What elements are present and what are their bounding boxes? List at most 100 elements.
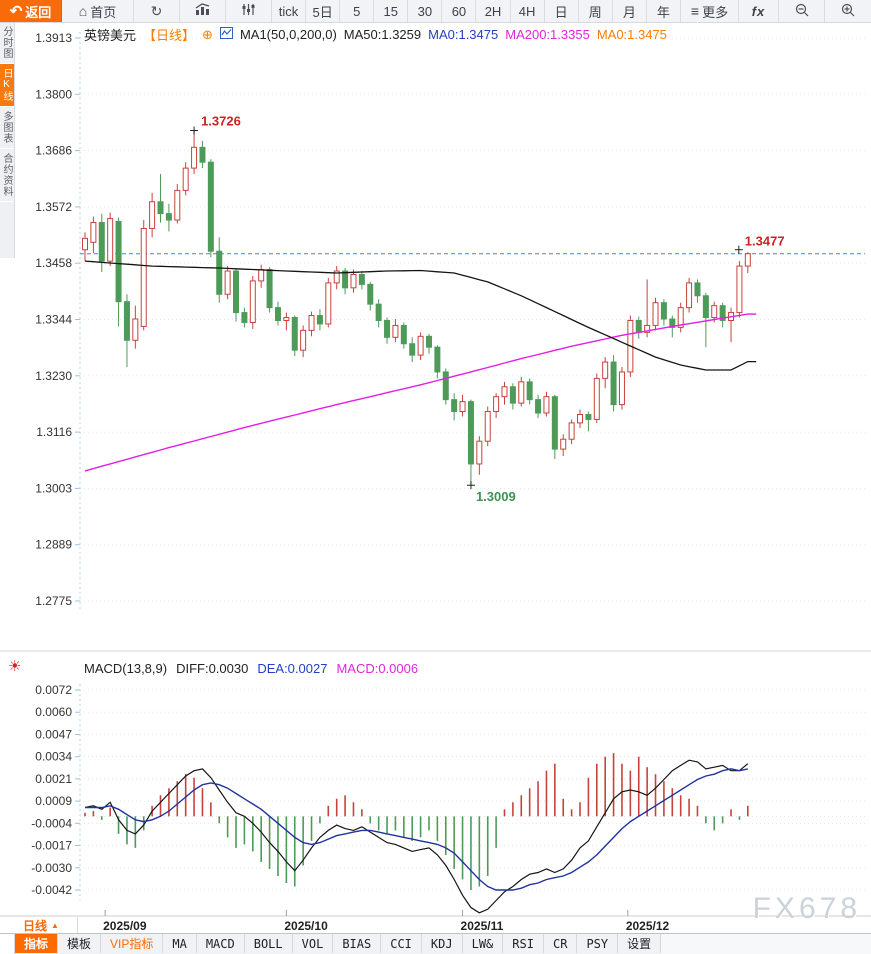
tab-bias[interactable]: BIAS — [333, 934, 382, 953]
y-axis-label: 1.3003 — [35, 481, 72, 495]
fx-indicator-button[interactable]: fx — [739, 0, 779, 22]
price-annotations: 1.3726 1.3009 1.3477 — [190, 114, 785, 504]
tf-button-60[interactable]: 60 — [442, 0, 477, 22]
macd-y-axis-label: -0.0017 — [31, 839, 72, 853]
sliders-icon — [241, 3, 256, 19]
x-axis-month-label: 2025/09 — [103, 919, 147, 933]
tf-button-30[interactable]: 30 — [408, 0, 443, 22]
macd-y-axis-label: 0.0060 — [35, 705, 72, 719]
tf-button-week[interactable]: 周 — [578, 0, 613, 22]
tf-button-5d[interactable]: 5日 — [306, 0, 341, 22]
y-axis-label: 1.3913 — [35, 31, 72, 45]
y-axis-label: 1.3230 — [35, 369, 72, 383]
refresh-icon: ↻ — [150, 3, 163, 19]
macd-name: MACD(13,8,9) — [84, 661, 168, 676]
refresh-button[interactable]: ↻ — [134, 0, 180, 22]
tab-moban[interactable]: 模板 — [58, 934, 102, 953]
zoom-out-button[interactable] — [779, 0, 825, 22]
ma200-value: MA200:1.3355 — [505, 27, 590, 42]
home-label: 首页 — [90, 4, 117, 20]
last-price-label: 1.3477 — [745, 234, 785, 249]
sun-icon[interactable]: ☀ — [8, 658, 22, 675]
tf-button-month[interactable]: 月 — [612, 0, 647, 22]
add-compare-icon[interactable]: ⊕ — [202, 27, 213, 42]
macd-y-axis-label: -0.0030 — [31, 861, 72, 875]
period-tag: 【日线】 — [143, 28, 196, 43]
back-label: 返回 — [25, 4, 52, 20]
home-button[interactable]: ⌂ 首页 — [62, 0, 134, 22]
main-grid: 1.3913 1.3800 1.3686 1.3572 1.3458 1.3344 1.32… — [35, 31, 865, 611]
tab-kdj[interactable]: KDJ — [422, 934, 463, 953]
y-axis-label: 1.3800 — [35, 87, 72, 101]
sidebar-item-fenshitu[interactable]: 分时图 — [0, 22, 14, 64]
tab-zhibiao[interactable]: 指标 — [15, 934, 59, 953]
more-button[interactable]: ≡ 更多 — [681, 0, 739, 22]
period-selector[interactable]: 日线 ▲ — [14, 917, 78, 934]
trend-chart-button[interactable] — [180, 0, 226, 22]
tab-ma[interactable]: MA — [163, 934, 197, 953]
chart-title-bar: 英镑美元 【日线】 ⊕ MA1(50,0,200,0) MA50:1.3259 … — [84, 25, 667, 44]
bottom-tab-bar: 指标 模板 VIP指标 MA MACD BOLL VOL BIAS CCI KDJ LW& RSI CR… — [0, 933, 871, 954]
tab-boll[interactable]: BOLL — [245, 934, 293, 953]
sidebar-item-duotubiao[interactable]: 多图表 — [0, 107, 14, 149]
tab-cci[interactable]: CCI — [381, 934, 422, 953]
x-axis-month-label: 2025/11 — [461, 919, 504, 933]
home-icon: ⌂ — [78, 3, 88, 19]
macd-y-axis-label: -0.0004 — [31, 816, 72, 830]
ma0-value-blue: MA0:1.3475 — [428, 27, 499, 42]
macd-dea-value: DEA:0.0027 — [257, 661, 328, 676]
macd-diff-line — [84, 759, 749, 914]
macd-diff-value: DIFF:0.0030 — [176, 661, 249, 676]
tab-psy[interactable]: PSY — [577, 934, 619, 953]
left-sidebar: 分时图 日K线 多图表 合约资料 — [0, 22, 15, 258]
tf-button-2h[interactable]: 2H — [476, 0, 511, 22]
macd-y-axis-label: 0.0009 — [35, 794, 72, 808]
zoom-out-icon — [795, 3, 809, 20]
macd-dea-line — [85, 768, 748, 891]
symbol-name: 英镑美元 — [84, 28, 137, 43]
watermark: FX678 — [752, 892, 861, 925]
tf-button-day[interactable]: 日 — [544, 0, 579, 22]
macd-macd-value: MACD:0.0006 — [336, 661, 419, 676]
tab-macd[interactable]: MACD — [197, 934, 245, 953]
back-button[interactable]: ↶ 返回 — [0, 0, 62, 22]
tf-button-year[interactable]: 年 — [646, 0, 681, 22]
y-axis-label: 1.3344 — [35, 313, 72, 327]
tf-button-15[interactable]: 15 — [374, 0, 409, 22]
y-axis-label: 1.3686 — [35, 144, 72, 158]
tab-cr[interactable]: CR — [544, 934, 578, 953]
y-axis-label: 1.3116 — [36, 425, 72, 439]
tab-vol[interactable]: VOL — [293, 934, 334, 953]
tab-vip-zhibiao[interactable]: VIP指标 — [101, 934, 164, 953]
zoom-in-icon — [841, 3, 855, 20]
ma50-value: MA50:1.3259 — [343, 27, 422, 42]
macd-y-axis-label: -0.0042 — [31, 883, 72, 897]
indicator-sliders-button[interactable] — [226, 0, 272, 22]
indicator-badge-icon[interactable] — [219, 27, 233, 42]
tab-lw[interactable]: LW& — [463, 934, 504, 953]
zoom-in-button[interactable] — [825, 0, 871, 22]
timeframe-group: tick 5日 5 15 30 60 2H 4H 日周月年 — [272, 0, 681, 22]
macd-header: MACD(13,8,9) DIFF:0.0030 DEA:0.0027 MACD… — [84, 661, 418, 676]
period-selector-label: 日线 — [23, 919, 48, 933]
tabbar-filler — [661, 934, 871, 954]
chevron-up-icon: ▲ — [51, 921, 59, 930]
tab-rsi[interactable]: RSI — [503, 934, 544, 953]
sidebar-item-heyueziliao[interactable]: 合约资料 — [0, 149, 14, 202]
macd-y-axis-label: 0.0072 — [35, 683, 72, 697]
tf-button-tick[interactable]: tick — [272, 0, 307, 22]
ma50-line — [84, 260, 757, 371]
macd-y-axis-label: 0.0047 — [35, 727, 72, 741]
tf-button-5[interactable]: 5 — [340, 0, 375, 22]
sidebar-item-rikxian[interactable]: 日K线 — [0, 64, 14, 107]
macd-histogram — [84, 753, 749, 890]
y-axis-label: 1.3572 — [35, 200, 72, 214]
low-price-label: 1.3009 — [476, 489, 516, 504]
tab-shezhi[interactable]: 设置 — [618, 934, 662, 953]
y-axis-label: 1.2889 — [35, 538, 72, 552]
fx-icon: fx — [751, 3, 766, 19]
ma0-value-orange: MA0:1.3475 — [596, 27, 667, 42]
tf-button-4h[interactable]: 4H — [510, 0, 545, 22]
macd-y-axis-label: 0.0034 — [35, 750, 72, 764]
